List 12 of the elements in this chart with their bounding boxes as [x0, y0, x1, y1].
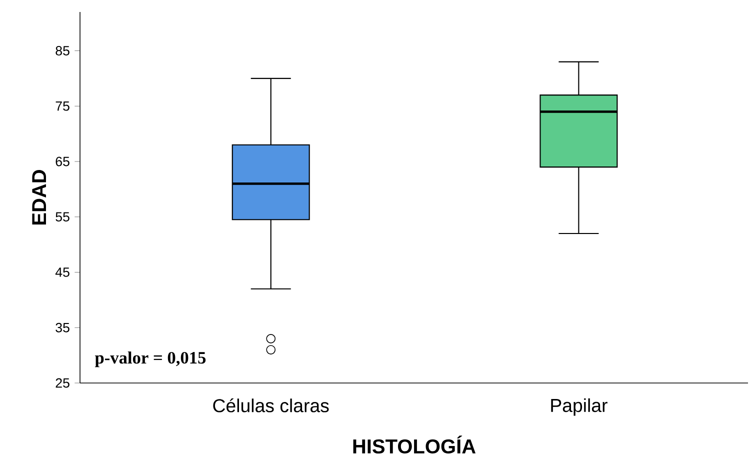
x-axis-title: HISTOLOGÍA [353, 436, 476, 454]
y-tick-label: 45 [55, 268, 70, 277]
y-axis-title: EDAD [32, 170, 46, 225]
y-tick-label: 85 [56, 46, 70, 56]
annotation: p-valor = 0,015 [94, 351, 206, 368]
y-tick-label: 75 [56, 101, 70, 111]
y-tick-label: 25 [56, 378, 70, 388]
y-tick-label: 35 [56, 322, 70, 332]
y-tick-label: 55 [56, 212, 70, 222]
x-tick-label: Células claras [213, 398, 329, 412]
y-tick-label: 65 [56, 156, 70, 166]
x-tick-label: Papilar [551, 398, 608, 416]
